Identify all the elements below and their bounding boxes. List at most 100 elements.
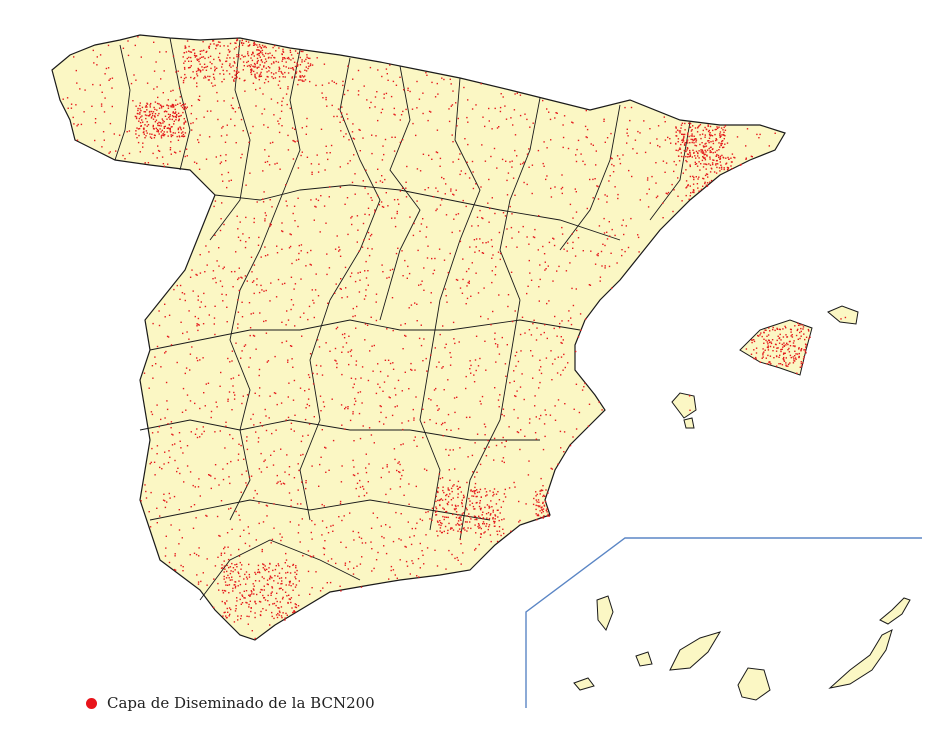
settlement-dot	[238, 267, 240, 269]
settlement-dot	[362, 425, 364, 427]
settlement-dot	[705, 168, 707, 170]
settlement-dot	[563, 353, 565, 356]
settlement-dot	[111, 105, 113, 108]
settlement-dot	[227, 54, 229, 56]
settlement-dot	[534, 228, 536, 231]
settlement-dot	[442, 435, 444, 437]
settlement-dot	[300, 50, 302, 53]
settlement-dot	[465, 387, 467, 390]
settlement-dot	[698, 150, 700, 152]
settlement-dot	[247, 41, 250, 43]
settlement-dot	[182, 452, 184, 454]
settlement-dot	[230, 118, 232, 120]
settlement-dot	[363, 488, 365, 490]
settlement-dot	[265, 504, 268, 507]
settlement-dot	[186, 394, 189, 396]
settlement-dot	[273, 392, 276, 394]
settlement-dot	[252, 65, 254, 67]
settlement-dot	[385, 416, 387, 419]
settlement-dot	[353, 466, 355, 468]
settlement-dot	[364, 323, 367, 325]
settlement-dot	[508, 426, 510, 428]
settlement-dot	[537, 514, 540, 517]
settlement-dot	[259, 422, 262, 424]
settlement-dot	[494, 514, 496, 516]
settlement-dot	[249, 66, 252, 68]
settlement-dot	[285, 419, 287, 421]
settlement-dot	[675, 131, 677, 133]
settlement-dot	[286, 595, 288, 597]
settlement-dot	[260, 256, 262, 258]
settlement-dot	[243, 578, 245, 580]
settlement-dot	[349, 275, 352, 278]
settlement-dot	[547, 513, 549, 516]
settlement-dot	[682, 133, 684, 136]
settlement-dot	[634, 139, 637, 141]
settlement-dot	[190, 506, 192, 508]
settlement-dot	[76, 139, 79, 141]
settlement-dot	[290, 67, 292, 69]
settlement-dot	[291, 76, 294, 78]
settlement-dot	[495, 266, 497, 268]
settlement-dot	[632, 148, 634, 150]
settlement-dot	[772, 326, 774, 329]
settlement-dot	[192, 484, 194, 487]
settlement-dot	[247, 54, 250, 57]
settlement-dot	[366, 99, 368, 101]
settlement-dot	[184, 68, 186, 70]
settlement-dot	[322, 401, 325, 403]
settlement-dot	[552, 280, 554, 282]
settlement-dot	[278, 47, 280, 49]
settlement-dot	[689, 185, 691, 187]
settlement-dot	[425, 511, 427, 514]
settlement-dot	[491, 270, 493, 272]
settlement-dot	[767, 346, 769, 349]
settlement-dot	[260, 50, 262, 52]
settlement-dot	[196, 357, 198, 359]
settlement-dot	[335, 360, 337, 362]
settlement-dot	[253, 585, 255, 587]
settlement-dot	[175, 111, 177, 113]
settlement-dot	[242, 233, 244, 235]
settlement-dot	[282, 48, 284, 51]
settlement-dot	[798, 356, 800, 359]
settlement-dot	[165, 547, 167, 549]
settlement-dot	[172, 116, 175, 118]
settlement-dot	[203, 430, 205, 433]
settlement-dot	[709, 156, 711, 158]
settlement-dot	[161, 468, 163, 470]
settlement-dot	[323, 405, 326, 408]
settlement-dot	[274, 355, 276, 358]
settlement-dot	[372, 370, 374, 372]
settlement-dot	[197, 317, 200, 320]
settlement-dot	[367, 207, 370, 209]
settlement-dot	[496, 346, 499, 348]
settlement-dot	[258, 522, 260, 525]
settlement-dot	[621, 224, 623, 227]
settlement-dot	[767, 343, 769, 345]
settlement-dot	[289, 233, 291, 235]
settlement-dot	[164, 303, 166, 305]
settlement-dot	[392, 80, 395, 83]
settlement-dot	[489, 514, 492, 516]
settlement-dot	[191, 269, 193, 271]
settlement-dot	[438, 361, 440, 363]
settlement-dot	[111, 77, 114, 79]
settlement-dot	[237, 615, 239, 617]
settlement-dot	[140, 109, 142, 112]
settlement-dot	[465, 303, 467, 305]
settlement-dot	[239, 535, 241, 537]
settlement-dot	[781, 348, 783, 350]
settlement-dot	[195, 553, 198, 556]
settlement-dot	[173, 120, 175, 122]
settlement-dot	[357, 69, 360, 72]
settlement-dot	[190, 112, 192, 115]
settlement-dot	[431, 257, 433, 260]
settlement-dot	[230, 271, 233, 273]
settlement-dot	[394, 136, 396, 138]
settlement-dot	[764, 349, 766, 351]
settlement-dot	[802, 328, 804, 330]
settlement-dot	[461, 499, 463, 501]
settlement-dot	[238, 54, 240, 56]
settlement-dot	[239, 575, 241, 578]
